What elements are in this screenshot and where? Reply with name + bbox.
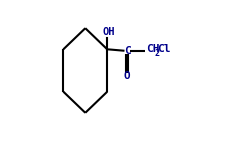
Text: O: O [124,71,130,81]
Text: CH: CH [146,44,160,54]
Text: 2: 2 [154,49,159,58]
Text: OH: OH [102,27,115,37]
Text: C: C [124,46,130,56]
Text: Cl: Cl [157,44,170,54]
